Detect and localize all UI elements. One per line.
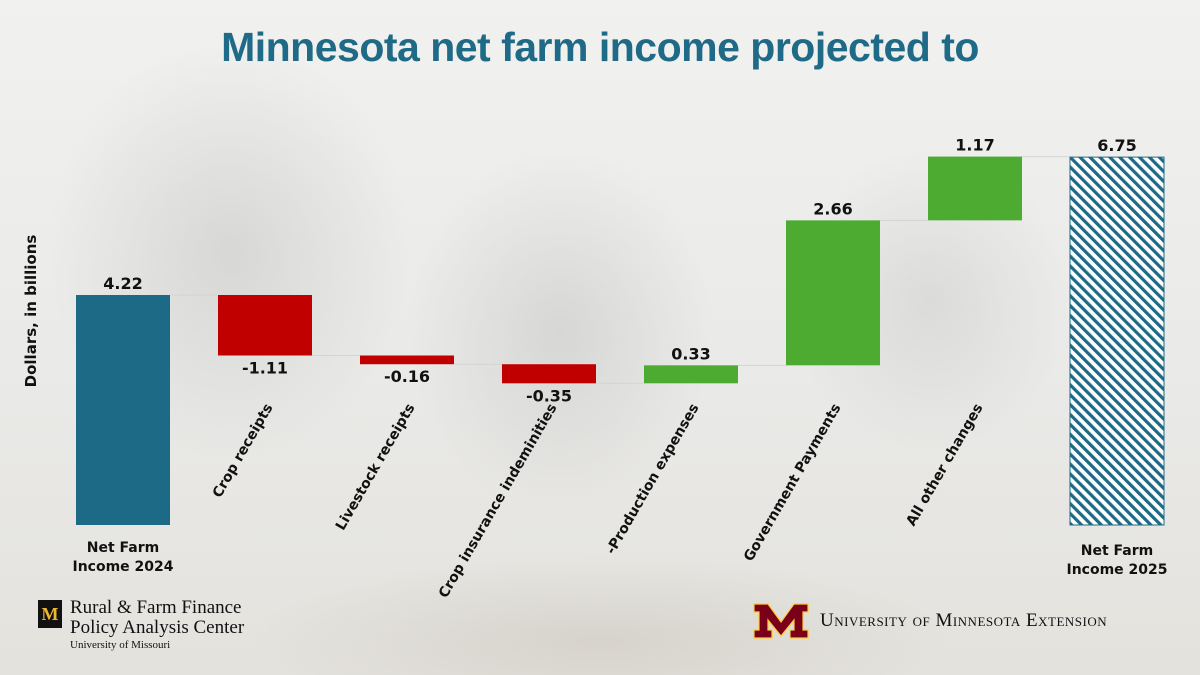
- value-label-net-farm-income-2025: 6.75: [1097, 136, 1136, 155]
- umn-m-icon: [753, 603, 809, 639]
- value-label-all-other-changes: 1.17: [955, 136, 994, 155]
- category-label-government-payments: Government Payments: [741, 401, 845, 564]
- bar-production-expenses: [644, 365, 738, 384]
- category-label-livestock-receipts: Livestock receipts: [333, 401, 419, 533]
- logo-left-line2: Policy Analysis Center: [70, 616, 245, 638]
- umn-extension-logo: University of Minnesota Extension: [752, 602, 1107, 640]
- bar-net-farm-income-2025: [1069, 156, 1165, 526]
- category-label-net-farm-income-2024: Net Farm Income 2024: [72, 540, 173, 575]
- value-label-crop-insurance-indeminities: -0.35: [526, 386, 572, 405]
- value-label-crop-receipts: -1.11: [242, 359, 288, 378]
- category-label-production-expenses: -Production expenses: [603, 401, 702, 557]
- logo-right-text: University of Minnesota Extension: [820, 610, 1108, 631]
- bar-livestock-receipts: [360, 355, 454, 365]
- bar-crop-insurance-indeminities: [502, 364, 596, 384]
- category-label-all-other-changes: All other changes: [903, 401, 986, 529]
- category-label-net-farm-income-2025: Net Farm Income 2025: [1066, 543, 1167, 578]
- value-label-government-payments: 2.66: [813, 199, 852, 218]
- bar-all-other-changes: [928, 156, 1022, 221]
- bar-net-farm-income-2024: [76, 295, 170, 525]
- chart-title: Minnesota net farm income projected to: [221, 24, 979, 70]
- value-label-net-farm-income-2024: 4.22: [103, 274, 142, 293]
- mu-rural-farm-finance-logo: M Rural & Farm Finance Policy Analysis C…: [38, 598, 244, 651]
- bar-crop-receipts: [218, 295, 312, 356]
- value-label-livestock-receipts: -0.16: [384, 367, 430, 386]
- logo-left-line1: Rural & Farm Finance: [70, 597, 242, 618]
- mu-icon: M: [38, 600, 62, 628]
- category-label-crop-insurance-indeminities: Crop insurance indeminities: [436, 401, 561, 601]
- value-label-production-expenses: 0.33: [671, 344, 710, 363]
- bar-government-payments: [786, 220, 880, 366]
- category-label-crop-receipts: Crop receipts: [210, 401, 277, 501]
- logo-left-line3: University of Missouri: [70, 638, 171, 651]
